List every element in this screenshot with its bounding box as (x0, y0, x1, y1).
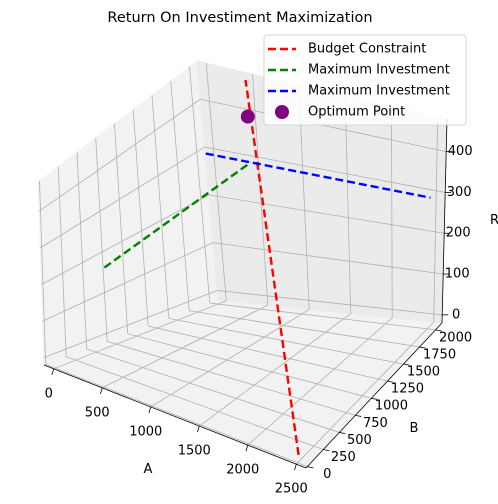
y-grid-floor (168, 318, 404, 365)
y-tick-label: 2000 (439, 330, 472, 345)
y-tick-label: 1500 (407, 365, 440, 380)
y-grid-wall (151, 95, 170, 319)
y-grid-wall (170, 80, 190, 311)
y-tick (355, 414, 362, 417)
z-grid-back (208, 194, 445, 234)
y-tick-label: 1250 (391, 382, 424, 397)
series-layer (103, 79, 431, 456)
y-tick-label: 1750 (423, 347, 456, 362)
z-grid-wall (42, 242, 214, 322)
z-grid-wall (38, 98, 201, 212)
series-line-3 (205, 152, 431, 199)
z-grid-back (200, 98, 447, 153)
y-tick-label: 0 (323, 467, 331, 482)
y-grid-floor (107, 341, 356, 416)
z-grid-back (217, 290, 443, 316)
legend-label-4: Optimum Point (308, 105, 405, 120)
y-tick-label: 1000 (375, 399, 408, 414)
y-grid-wall (39, 180, 47, 365)
axis-ticks: 0500100015002000250002505007501000125015… (43, 118, 473, 497)
y-grid-floor (148, 325, 388, 382)
z-tick-label: 100 (445, 267, 470, 282)
y-grid-floor (66, 356, 324, 450)
z-tick-label: 300 (447, 185, 472, 200)
z-grid-wall (43, 290, 218, 359)
y-grid-wall (95, 138, 108, 342)
y-grid-wall (114, 123, 129, 334)
x-tick-label: 2000 (226, 463, 259, 478)
x-tick (197, 425, 200, 433)
y-tick (371, 397, 378, 400)
y-tick (387, 380, 394, 383)
y-tick-label: 500 (347, 433, 372, 448)
legend-label-3: Maximum Investment (308, 84, 450, 99)
legend-label-1: Budget Constraint (308, 42, 426, 57)
y-axis-label: B (410, 421, 419, 436)
y-grid-floor (86, 348, 340, 433)
y-grid-floor (127, 333, 372, 399)
y-tick (323, 449, 330, 452)
z-tick-label: 0 (452, 307, 460, 322)
y-grid-floor (189, 310, 420, 348)
z-axis-line (441, 118, 448, 324)
y-grid-wall (76, 152, 88, 350)
legend-frame (263, 34, 467, 126)
y-tick-label: 250 (331, 450, 356, 465)
y-axis-line (305, 322, 443, 469)
grid-lines (38, 63, 447, 468)
y-grid-wall (189, 66, 211, 304)
z-grid-back (204, 146, 446, 193)
x-tick (100, 387, 103, 395)
x-tick-label: 0 (45, 386, 53, 401)
y-grid-wall (57, 166, 67, 357)
y-tick (419, 346, 426, 349)
y-tick (307, 466, 314, 469)
axis-panes (37, 60, 448, 469)
z-grid-back (212, 242, 444, 275)
optimum-point-marker (240, 109, 255, 124)
z-axis-label: R (490, 213, 498, 228)
x-grid-back (344, 95, 352, 314)
y-tick-label: 750 (363, 416, 388, 431)
y-tick (339, 432, 346, 435)
x-tick (294, 464, 297, 471)
z-grid-wall (41, 194, 209, 285)
x-tick-label: 1000 (129, 424, 162, 439)
x-grid-back (205, 63, 227, 301)
series-line-1 (244, 79, 300, 456)
x-tick-label: 1500 (178, 444, 211, 459)
chart-title: Return On Investiment Maximization (107, 10, 372, 26)
y-grid-wall (132, 109, 149, 327)
x-grid-back (433, 116, 439, 323)
z-grid-wall (39, 146, 205, 249)
x-axis-label: A (144, 462, 153, 477)
x-axis-line (43, 364, 307, 469)
x-grid-back (391, 106, 393, 318)
x-tick (148, 406, 152, 414)
x-tick-label: 500 (85, 405, 110, 420)
x-tick-label: 2500 (275, 482, 308, 497)
y-tick (403, 363, 410, 366)
x-tick (245, 444, 249, 452)
legend-label-2: Maximum Investment (308, 63, 450, 78)
legend: Budget Constraint Maximum Investment Maxim… (263, 34, 467, 126)
z-tick-label: 400 (448, 144, 473, 159)
y-grid-floor (45, 364, 308, 468)
y-grid-floor (209, 302, 436, 331)
z-tick-label: 200 (446, 226, 471, 241)
series-line-2 (103, 161, 252, 269)
y-tick (435, 329, 442, 332)
legend-swatch-4 (275, 105, 289, 119)
x-tick (51, 368, 55, 375)
